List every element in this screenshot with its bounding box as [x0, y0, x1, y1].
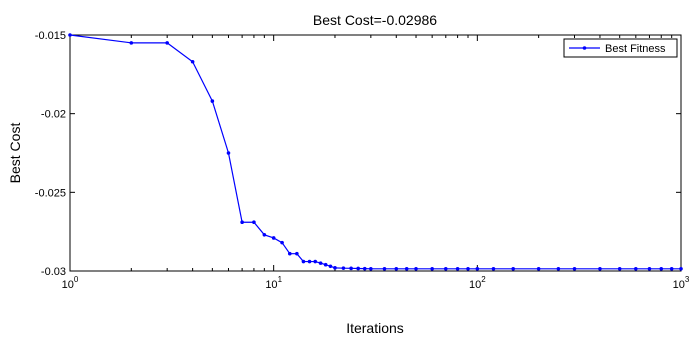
data-point — [382, 267, 387, 271]
data-point — [475, 267, 480, 271]
x-tick-label: 102 — [469, 275, 486, 291]
data-point — [295, 251, 299, 256]
data-point — [252, 220, 256, 225]
data-point — [466, 267, 470, 271]
data-point — [307, 259, 312, 264]
data-point — [647, 267, 652, 271]
plot-area — [69, 34, 682, 272]
x-tick-label: 101 — [265, 275, 282, 291]
data-point — [679, 267, 683, 271]
series-line — [69, 34, 681, 270]
legend-label: Best Fitness — [605, 43, 666, 55]
data-point — [129, 41, 134, 45]
legend-box — [563, 38, 678, 58]
data-point — [669, 267, 674, 271]
data-point — [262, 233, 267, 237]
legend-marker — [582, 46, 587, 50]
data-point — [430, 267, 434, 271]
data-point — [617, 267, 622, 271]
data-point — [210, 99, 215, 103]
data-point — [333, 266, 337, 270]
x-axis-label: Iterations — [346, 320, 404, 336]
data-point — [404, 267, 409, 271]
y-tick-label: -0.02 — [41, 109, 66, 121]
data-point — [287, 251, 292, 256]
data-point — [369, 267, 373, 271]
data-point — [414, 267, 418, 271]
data-point — [572, 267, 577, 271]
y-axis-label: Best Cost — [7, 123, 23, 184]
x-tick-label: 103 — [673, 275, 689, 291]
chart-title: Best Cost=-0.02986 — [313, 12, 437, 28]
data-point — [362, 266, 367, 271]
data-point — [240, 220, 244, 225]
data-point — [190, 59, 195, 64]
data-point — [536, 267, 541, 271]
data-point — [313, 259, 318, 264]
data-point — [341, 266, 346, 270]
data-point — [443, 267, 448, 271]
data-point — [280, 240, 284, 245]
data-point — [323, 262, 328, 267]
data-point — [598, 267, 602, 271]
data-point — [394, 267, 399, 271]
data-point — [318, 261, 323, 265]
y-tick-label: -0.015 — [35, 30, 66, 42]
series-layer — [68, 33, 683, 271]
data-point — [165, 41, 169, 45]
data-point — [491, 267, 496, 271]
y-axis: -0.015 -0.02 -0.025 -0.03 — [35, 30, 681, 278]
data-point — [455, 267, 460, 271]
data-point — [556, 267, 561, 271]
data-point — [356, 266, 360, 271]
y-tick-label: -0.03 — [41, 266, 66, 278]
data-point — [511, 267, 515, 271]
data-point — [271, 236, 276, 240]
data-point — [659, 267, 664, 271]
x-tick-label: 100 — [62, 275, 79, 291]
data-point — [301, 259, 306, 264]
data-point — [634, 267, 638, 271]
data-point — [68, 33, 72, 37]
legend: Best Fitness — [563, 38, 678, 58]
data-point — [349, 266, 353, 271]
data-point — [226, 151, 231, 155]
y-tick-label: -0.025 — [35, 187, 66, 199]
data-point — [328, 264, 333, 269]
